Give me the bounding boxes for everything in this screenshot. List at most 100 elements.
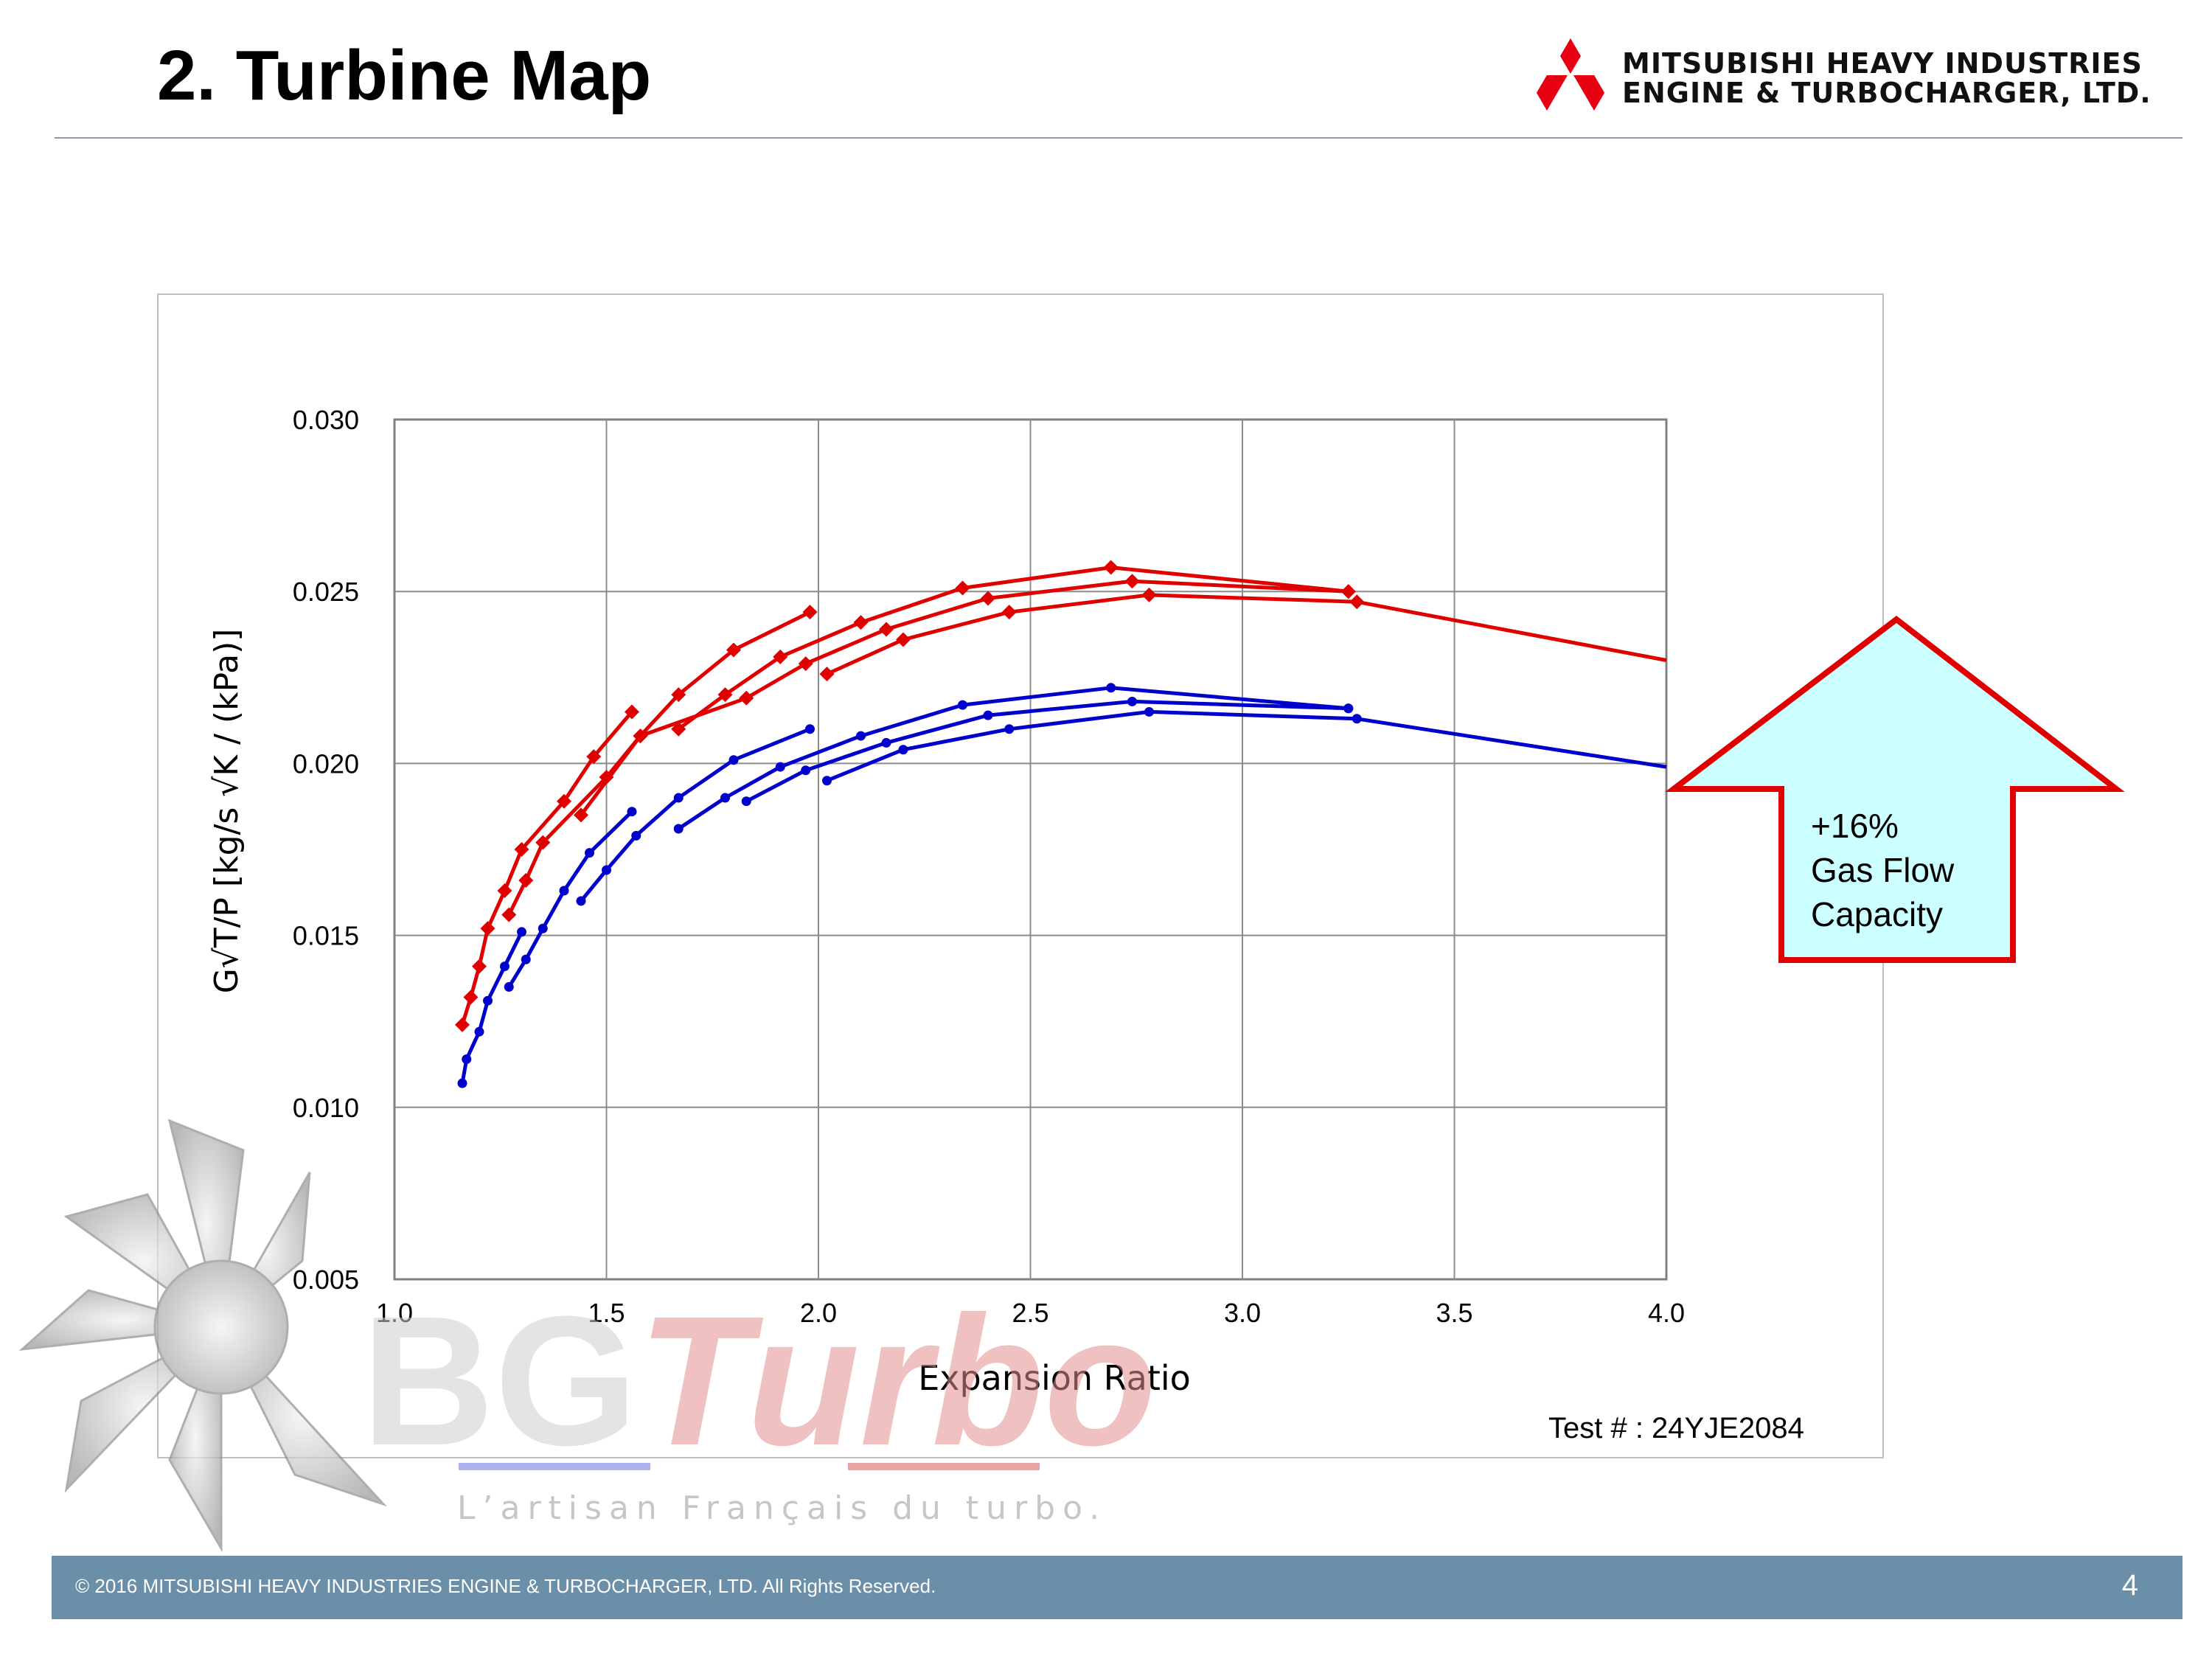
callout-percent: +16%: [1811, 807, 1899, 845]
red-diamond-point: [535, 835, 551, 850]
red-diamond-point: [633, 728, 648, 744]
blue-dot-point: [983, 710, 993, 720]
red-diamond-point: [773, 649, 788, 664]
x-tick-label: 1.5: [588, 1298, 625, 1328]
company-name-line1: MITSUBISHI HEAVY INDUSTRIES: [1622, 47, 2143, 80]
red-series-line: [1356, 599, 1667, 662]
blue-dot-point: [559, 886, 569, 896]
red-diamond-point: [455, 1017, 470, 1032]
red-diamond-point: [586, 749, 602, 765]
red-diamond-point: [557, 793, 571, 809]
three-diamonds-icon: [1537, 38, 1604, 111]
copyright-text: © 2016 MITSUBISHI HEAVY INDUSTRIES ENGIN…: [75, 1575, 936, 1597]
blue-dot-point: [521, 954, 531, 964]
red-series-line: [580, 579, 1349, 816]
red-diamond-point: [1349, 594, 1365, 610]
footer-bar: © 2016 MITSUBISHI HEAVY INDUSTRIES ENGIN…: [52, 1556, 2183, 1619]
x-tick-label: 3.0: [1224, 1298, 1261, 1328]
red-diamond-point: [480, 921, 495, 936]
blue-dot-point: [631, 830, 641, 841]
y-axis-label: G√T/P [kg/s √K / (kPa)]: [208, 629, 246, 994]
x-tick-label: 1.0: [376, 1298, 413, 1328]
blue-dot-point: [1352, 714, 1362, 724]
header-divider: [55, 137, 2183, 139]
red-diamond-point: [472, 959, 487, 974]
red-diamond-point: [514, 842, 529, 857]
blue-dot-point: [462, 1054, 472, 1065]
blue-series-line: [1356, 717, 1667, 769]
y-tick-label: 0.025: [293, 577, 359, 607]
red-diamond-point: [1001, 605, 1017, 620]
blue-dot-point: [627, 807, 637, 817]
blue-dot-point: [1004, 724, 1015, 734]
red-diamond-point: [726, 642, 741, 658]
x-tick-label: 2.5: [1012, 1298, 1048, 1328]
red-diamond-point: [955, 580, 970, 596]
callout-line3: Capacity: [1811, 895, 1943, 933]
blue-dot-point: [805, 724, 815, 734]
red-diamond-point: [896, 632, 911, 647]
chart-series: [455, 560, 1667, 1088]
company-name: MITSUBISHI HEAVY INDUSTRIES ENGINE & TUR…: [1622, 49, 2152, 108]
callout-line2: Gas Flow: [1811, 851, 1955, 889]
blue-dot-point: [741, 796, 751, 807]
test-number-note: Test # : 24YJE2084: [1548, 1412, 1804, 1444]
x-tick-label: 3.5: [1436, 1298, 1472, 1328]
blue-dot-point: [602, 865, 611, 875]
red-diamond-point: [497, 883, 512, 898]
x-axis-label: Expansion Ratio: [918, 1358, 1191, 1398]
red-diamond-point: [518, 872, 534, 888]
slide-title: 2. Turbine Map: [157, 36, 652, 115]
red-diamond-point: [1124, 574, 1140, 589]
red-diamond-point: [625, 704, 639, 720]
blue-dot-point: [474, 1026, 484, 1037]
red-diamond-point: [574, 807, 588, 823]
chart-grid: [393, 418, 1668, 1281]
blue-dot-point: [673, 793, 684, 803]
blue-dot-point: [801, 765, 811, 776]
blue-series-line: [507, 810, 633, 988]
red-diamond-point: [798, 656, 813, 672]
blue-dot-point: [483, 995, 493, 1006]
blue-series-line: [580, 727, 811, 902]
callout-text: +16% Gas Flow Capacity: [1811, 804, 1954, 936]
y-tick-label: 0.010: [293, 1093, 359, 1123]
blue-dot-point: [958, 700, 967, 710]
red-diamond-point: [853, 615, 869, 630]
y-tick-label: 0.020: [293, 748, 359, 779]
red-diamond-point: [1103, 560, 1119, 575]
x-tick-label: 2.0: [800, 1298, 837, 1328]
x-tick-label: 4.0: [1648, 1298, 1685, 1328]
blue-dot-point: [576, 896, 586, 906]
page-number: 4: [2121, 1569, 2138, 1601]
red-diamond-point: [1141, 587, 1157, 602]
red-diamond-point: [879, 622, 894, 637]
blue-dot-point: [585, 848, 594, 858]
blue-dot-point: [720, 793, 730, 803]
blue-dot-point: [1127, 696, 1137, 706]
blue-dot-point: [775, 762, 785, 772]
blue-dot-point: [728, 755, 739, 765]
chart-labels: Expansion Ratio G√T/P [kg/s √K / (kPa)] …: [208, 629, 1804, 1444]
blue-dot-point: [1343, 703, 1354, 714]
gas-flow-callout-arrow: [1665, 615, 2125, 963]
red-diamond-point: [717, 687, 733, 703]
blue-dot-point: [517, 927, 526, 937]
blue-dot-point: [1144, 706, 1154, 717]
red-diamond-point: [802, 605, 818, 620]
red-diamond-point: [819, 667, 835, 682]
y-tick-label: 0.005: [293, 1265, 359, 1295]
company-logo: MITSUBISHI HEAVY INDUSTRIES ENGINE & TUR…: [1526, 35, 2183, 116]
blue-dot-point: [457, 1078, 467, 1088]
blue-dot-point: [500, 961, 509, 972]
blue-series-line: [745, 699, 1349, 803]
chart-axes: 1.0 1.5 2.0 2.5 3.0 3.5 4.0 0.005 0.010 0.015 0.02…: [293, 405, 1685, 1328]
blue-dot-point: [504, 982, 514, 992]
y-tick-label: 0.030: [293, 405, 359, 435]
y-tick-label: 0.015: [293, 921, 359, 951]
blue-dot-point: [881, 737, 891, 748]
red-diamond-point: [463, 990, 479, 1005]
blue-dot-point: [673, 824, 684, 834]
blue-dot-point: [538, 923, 548, 933]
